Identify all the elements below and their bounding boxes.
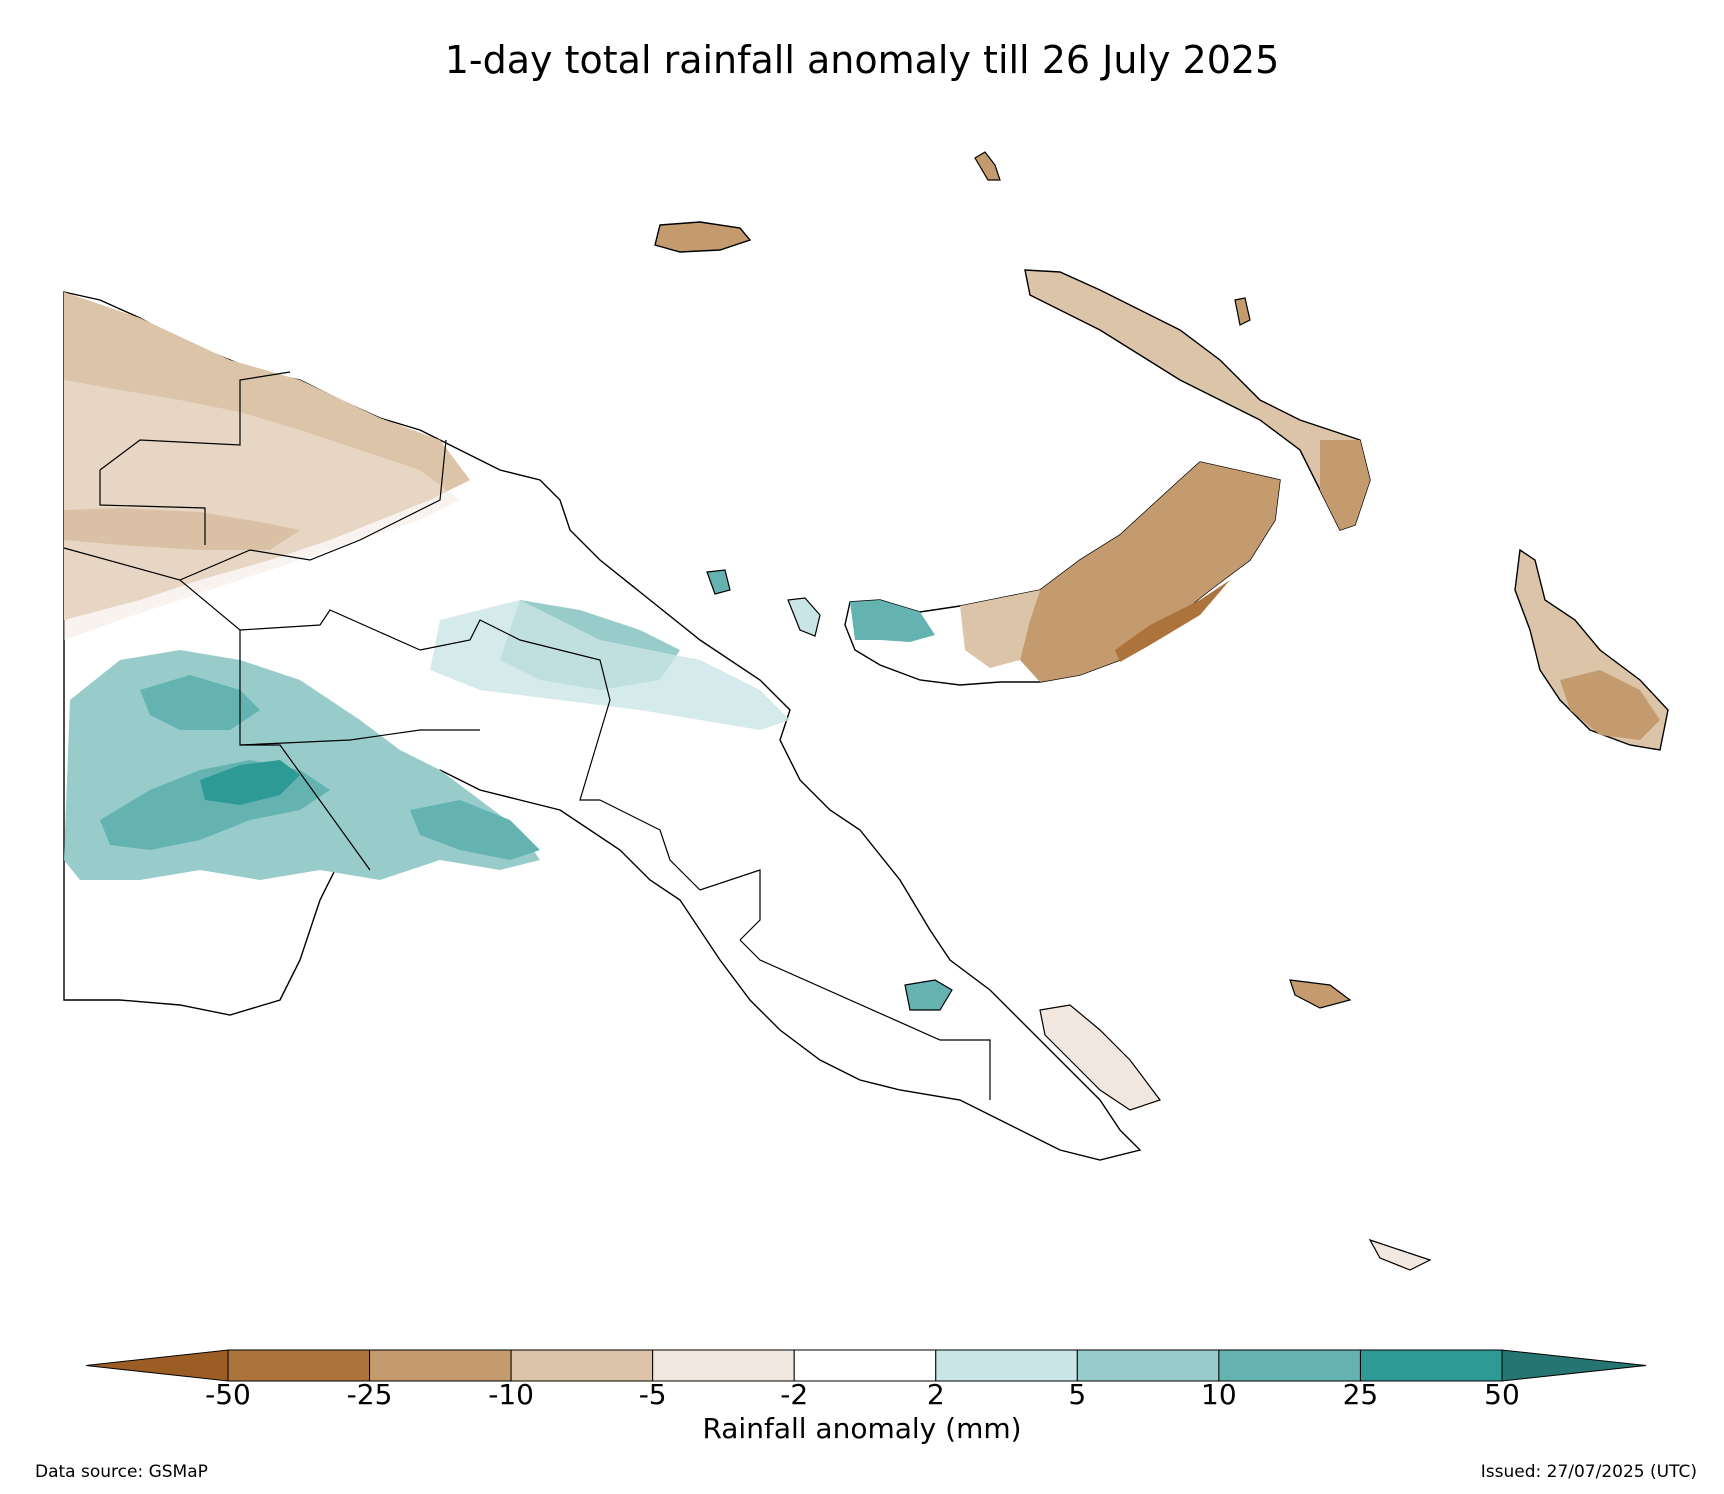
issued-date: Issued: 27/07/2025 (UTC) — [1480, 1462, 1697, 1482]
manus-island — [654, 221, 752, 253]
wet-madang — [430, 600, 790, 730]
bougainville-dry — [1560, 670, 1660, 740]
new-britain-wet-west — [850, 600, 935, 642]
mainland — [63, 291, 1142, 1161]
new-britain — [844, 461, 1281, 686]
colorbar-extend-low — [85, 1349, 229, 1382]
colorbar-tick-label: 50 — [1484, 1378, 1520, 1411]
karkar-island — [787, 597, 821, 637]
colorbar-segment — [1359, 1349, 1503, 1382]
colorbar-tick-label: -10 — [488, 1378, 534, 1411]
colorbar-segment — [1218, 1349, 1361, 1382]
mussau-island — [974, 151, 1001, 181]
colorbar-tick-label: -25 — [346, 1378, 393, 1411]
new-britain-dry-core — [1115, 580, 1230, 662]
wet-upper — [140, 675, 260, 730]
bougainville — [1514, 548, 1669, 751]
colorbar-tick-label: 25 — [1342, 1378, 1379, 1411]
new-britain-dry-east — [1020, 462, 1280, 682]
colorbar-tick-label: 5 — [1068, 1378, 1087, 1411]
southeast-islands — [1368, 1238, 1432, 1271]
colorbar-tick-label: -50 — [205, 1378, 251, 1411]
province-boundaries — [63, 371, 991, 1100]
new-ireland-dry-south — [1320, 440, 1370, 530]
woodlark-island — [1289, 979, 1352, 1009]
new-ireland — [1024, 269, 1371, 531]
colorbar-tick-label: -5 — [638, 1378, 667, 1411]
colorbar-tick-label: 2 — [926, 1378, 945, 1411]
data-source: Data source: GSMaP — [35, 1462, 208, 1482]
rainfall-anomaly-map — [63, 151, 1669, 1271]
colorbar-segment — [935, 1349, 1078, 1382]
dentrecasteaux-islands — [1039, 1004, 1161, 1111]
buka-island — [1234, 297, 1251, 326]
map-title: 1-day total rainfall anomaly till 26 Jul… — [444, 38, 1280, 82]
new-britain-light-dry — [960, 590, 1040, 668]
colorbar-label: Rainfall anomaly (mm) — [702, 1412, 1022, 1445]
long-island — [706, 569, 731, 595]
colorbar-segment — [227, 1349, 371, 1382]
colorbar-tick-label: 10 — [1201, 1378, 1237, 1411]
wet-south-coast — [410, 800, 540, 860]
colorbar-segment — [793, 1349, 937, 1382]
colorbar-tick-label: -2 — [780, 1378, 809, 1411]
colorbar-segment — [1076, 1349, 1220, 1382]
colorbar-segment — [369, 1349, 512, 1382]
colorbar-segment — [652, 1349, 795, 1382]
colorbar-extend-high — [1501, 1349, 1647, 1382]
wet-southwest-peak — [200, 760, 300, 805]
colorbar-segment — [510, 1349, 654, 1382]
trobriand-island — [904, 979, 953, 1011]
